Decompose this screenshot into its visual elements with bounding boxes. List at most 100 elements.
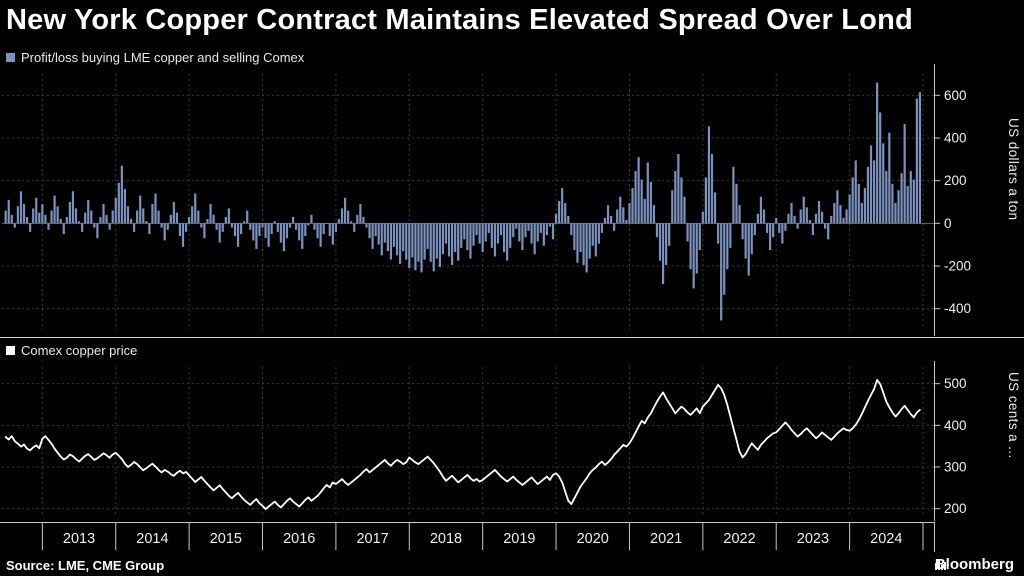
spread-bar bbox=[882, 143, 885, 224]
spread-bar bbox=[689, 223, 692, 270]
spread-bar bbox=[243, 221, 246, 224]
spread-bar bbox=[212, 214, 215, 224]
spread-bar bbox=[573, 223, 576, 250]
spread-bar bbox=[432, 223, 435, 272]
x-year-label: 2020 bbox=[577, 531, 609, 547]
spread-bar bbox=[10, 214, 13, 224]
spread-bar bbox=[356, 214, 359, 224]
spread-bar bbox=[230, 223, 234, 228]
spread-bar bbox=[906, 186, 909, 224]
spread-bar bbox=[447, 223, 451, 257]
spread-bar bbox=[68, 202, 71, 224]
spread-bar bbox=[879, 112, 882, 224]
spread-bar bbox=[81, 223, 84, 232]
spread-bar bbox=[343, 197, 347, 224]
spread-bar bbox=[515, 223, 518, 229]
spread-bar bbox=[542, 223, 545, 246]
x-axis-band: 2013 2014 2015 2016 2017 2018 2019 2020 2021 2022… bbox=[0, 522, 935, 552]
spread-bar bbox=[817, 200, 821, 224]
spread-bar bbox=[252, 223, 255, 241]
spread-bar bbox=[652, 205, 656, 224]
spread-bar bbox=[915, 98, 918, 224]
spread-bar bbox=[194, 193, 197, 224]
spread-bar bbox=[658, 223, 662, 261]
spread-bar bbox=[781, 223, 784, 244]
spread-bar bbox=[793, 215, 796, 224]
spread-bar bbox=[386, 223, 389, 252]
x-year-label: 2018 bbox=[430, 531, 462, 547]
spread-bar bbox=[166, 223, 169, 230]
spread-bar bbox=[87, 199, 90, 224]
spread-bar bbox=[47, 223, 50, 230]
spread-bar bbox=[655, 223, 659, 238]
spread-bar bbox=[139, 195, 142, 224]
spread-bar bbox=[319, 223, 322, 247]
spread-bar bbox=[646, 162, 649, 224]
spread-bar bbox=[405, 223, 408, 260]
x-year-label: 2016 bbox=[283, 531, 315, 547]
spread-bar bbox=[539, 223, 542, 233]
spread-bar bbox=[692, 223, 695, 289]
spread-bar bbox=[713, 192, 717, 224]
x-year-label: 2013 bbox=[63, 531, 95, 547]
spread-bar bbox=[392, 223, 396, 247]
spread-bar bbox=[136, 210, 139, 224]
spread-bar bbox=[227, 208, 230, 224]
spread-bar bbox=[160, 223, 163, 228]
spread-bar bbox=[304, 223, 307, 237]
y-axis-title-spread: US dollars a ton bbox=[1006, 118, 1021, 221]
spread-bar bbox=[649, 181, 652, 224]
spread-bar bbox=[236, 223, 240, 247]
price-line-chart: 200 300 400 500 bbox=[2, 361, 967, 521]
spread-bar bbox=[454, 223, 457, 253]
spread-bar bbox=[582, 223, 585, 265]
spread-bar bbox=[698, 223, 701, 250]
spread-bar bbox=[472, 223, 475, 246]
spread-bar bbox=[518, 223, 521, 242]
x-year-label: 2015 bbox=[210, 531, 242, 547]
spread-bar bbox=[44, 214, 47, 224]
spread-bar bbox=[680, 177, 683, 224]
spread-bar bbox=[784, 223, 787, 231]
spread-bar bbox=[802, 196, 805, 224]
spread-bar bbox=[613, 223, 616, 231]
x-year-label: 2022 bbox=[723, 531, 755, 547]
x-year-label: 2021 bbox=[650, 531, 682, 547]
y-tick-label: 300 bbox=[944, 460, 967, 475]
spread-bar bbox=[310, 214, 313, 224]
spread-bar bbox=[102, 204, 105, 224]
spread-bar bbox=[750, 223, 753, 255]
spread-bar bbox=[863, 188, 866, 224]
spread-bar bbox=[558, 200, 561, 224]
spread-bar bbox=[622, 207, 625, 224]
spread-bar bbox=[848, 194, 851, 224]
spread-bar bbox=[506, 223, 509, 261]
chart-title: New York Copper Contract Maintains Eleva… bbox=[6, 4, 913, 36]
spread-bar bbox=[567, 215, 570, 224]
spread-bar bbox=[866, 166, 870, 224]
spread-bar bbox=[588, 223, 591, 259]
spread-bar bbox=[111, 210, 114, 224]
spread-bar bbox=[108, 223, 111, 230]
spread-bar bbox=[123, 189, 127, 224]
spread-bar bbox=[340, 208, 344, 224]
spread-bar bbox=[288, 223, 292, 228]
x-year-label: 2019 bbox=[503, 531, 535, 547]
spread-bar bbox=[411, 223, 414, 258]
spread-bar bbox=[334, 223, 338, 232]
spread-bar bbox=[897, 190, 900, 224]
spread-bar bbox=[353, 223, 356, 232]
spread-bar bbox=[753, 223, 756, 236]
spread-bar bbox=[851, 177, 854, 224]
spread-bar bbox=[209, 204, 212, 224]
spread-bar bbox=[215, 223, 218, 230]
spread-bar bbox=[502, 223, 506, 253]
spread-bar bbox=[665, 223, 668, 265]
x-year-label: 2017 bbox=[356, 531, 388, 547]
spread-bar bbox=[484, 223, 487, 242]
spread-bar bbox=[600, 223, 604, 233]
spread-bar bbox=[671, 190, 674, 224]
spread-bar bbox=[451, 223, 454, 265]
spread-bar bbox=[325, 223, 328, 224]
y-tick-label: 500 bbox=[944, 376, 967, 391]
